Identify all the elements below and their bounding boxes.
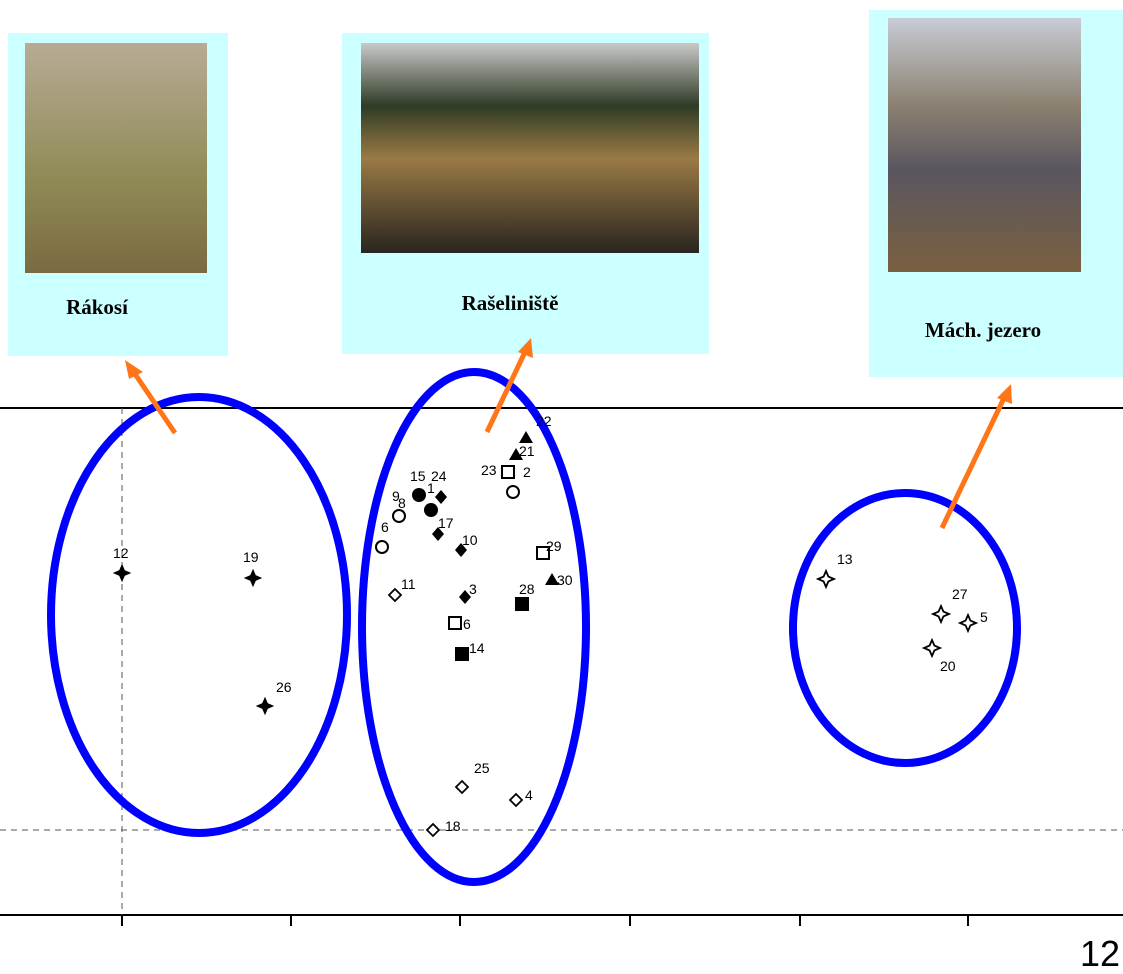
- point-label: 23: [481, 462, 497, 478]
- point-marker: [507, 486, 519, 498]
- point-label: 30: [557, 572, 573, 588]
- point-marker: [389, 589, 401, 601]
- point-label: 19: [243, 549, 259, 565]
- photo: [361, 43, 699, 253]
- photo-label: Mách. jezero: [925, 318, 1041, 342]
- point-marker: [257, 698, 273, 714]
- photo-label: Rákosí: [66, 295, 129, 319]
- point-label: 20: [940, 658, 956, 674]
- point-label: 13: [837, 551, 853, 567]
- point-marker: [412, 488, 426, 502]
- photo: [25, 43, 207, 273]
- point-label: 26: [276, 679, 292, 695]
- point-marker: [424, 503, 438, 517]
- point-marker: [502, 466, 514, 478]
- page-number: 12: [1080, 933, 1120, 974]
- point-marker: [933, 606, 949, 622]
- point-marker: [245, 570, 261, 586]
- point-label: 1: [427, 480, 435, 496]
- point-label: 22: [536, 413, 552, 429]
- ticks: [122, 915, 968, 926]
- point-label: 8: [398, 495, 406, 511]
- point-label: 17: [438, 515, 454, 531]
- point-label: 15: [410, 468, 426, 484]
- point-marker: [510, 794, 522, 806]
- point-marker: [449, 617, 461, 629]
- point-label: 2: [523, 464, 531, 480]
- point-label: 6: [463, 616, 471, 632]
- point-marker: [519, 431, 533, 443]
- point-label: 10: [462, 532, 478, 548]
- point-marker: [455, 647, 469, 661]
- photo-label: Rašeliniště: [462, 291, 559, 315]
- point-label: 12: [113, 545, 129, 561]
- point-label: 11: [401, 576, 416, 592]
- point-marker: [393, 510, 405, 522]
- point-marker: [818, 571, 834, 587]
- point-label: 18: [445, 818, 461, 834]
- point-label: 3: [469, 581, 477, 597]
- point-label: 5: [980, 609, 988, 625]
- point-marker: [924, 640, 940, 656]
- point-label: 28: [519, 581, 535, 597]
- point-label: 21: [519, 443, 535, 459]
- point-marker: [376, 541, 388, 553]
- point-label: 6: [381, 519, 389, 535]
- point-marker: [435, 490, 447, 504]
- point-label: 27: [952, 586, 968, 602]
- point-label: 29: [546, 538, 562, 554]
- point-label: 14: [469, 640, 485, 656]
- point-marker: [960, 615, 976, 631]
- point-label: 4: [525, 787, 533, 803]
- point-marker: [515, 597, 529, 611]
- point-label: 25: [474, 760, 490, 776]
- point-marker: [456, 781, 468, 793]
- point-marker: [114, 565, 130, 581]
- diagram: Rákosí Rašeliniště Mách. jezero 12192622…: [0, 0, 1123, 974]
- photo: [888, 18, 1081, 272]
- point-marker: [427, 824, 439, 836]
